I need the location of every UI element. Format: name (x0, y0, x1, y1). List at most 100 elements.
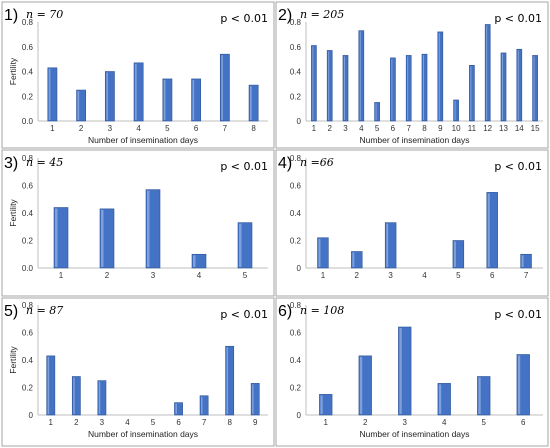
bar-highlight (470, 66, 472, 120)
p-value-label: p < 0.01 (220, 12, 268, 25)
x-tick-label: 5 (165, 124, 170, 133)
bar-highlight (486, 25, 488, 121)
bar-highlight (517, 355, 521, 414)
y-tick-label: 0.2 (22, 237, 34, 246)
y-tick-label: 0.0 (22, 117, 34, 126)
y-tick-label: 0.4 (290, 209, 302, 218)
y-tick-label: 0.8 (290, 18, 302, 27)
bar-highlight (352, 252, 355, 267)
panel-label: 2) (278, 7, 292, 24)
y-tick-label: 0.6 (290, 329, 302, 338)
x-tick-label: 1 (59, 271, 64, 280)
bar-highlight (399, 328, 402, 414)
bar (162, 78, 173, 122)
bar-highlight (501, 53, 503, 120)
bar (104, 71, 115, 122)
x-tick-label: 5 (151, 418, 156, 427)
x-tick-label: 2 (105, 271, 110, 280)
bar-highlight (359, 31, 361, 121)
panel-border (1, 149, 275, 297)
bar (486, 192, 498, 269)
bar (311, 45, 317, 122)
x-tick-label: 6 (176, 418, 181, 427)
p-value-label: p < 0.01 (494, 160, 542, 173)
x-tick-label: 4 (422, 271, 427, 280)
bar (390, 57, 396, 122)
y-tick-label: 0.8 (22, 154, 34, 163)
panel-border (275, 297, 549, 447)
bar (469, 65, 475, 122)
bar-highlight (359, 356, 363, 414)
bar-highlight (239, 223, 242, 267)
bar (47, 67, 58, 122)
y-tick-label: 0.8 (290, 301, 302, 310)
bar-highlight (192, 79, 195, 120)
x-tick-label: 4 (125, 418, 130, 427)
x-tick-label: 6 (490, 271, 495, 280)
bar (351, 251, 363, 269)
x-tick-label: 1 (312, 124, 317, 133)
x-tick-label: 11 (468, 124, 477, 133)
bar (437, 31, 444, 122)
y-tick-label: 0.4 (22, 209, 34, 218)
x-tick-label: 7 (223, 124, 228, 133)
bar-highlight (252, 384, 254, 414)
y-tick-label: 0 (297, 411, 302, 420)
bar-highlight (521, 255, 524, 267)
x-axis-label: Number of insemination days (359, 135, 469, 145)
x-tick-label: 7 (406, 124, 411, 133)
bar (317, 237, 329, 269)
x-tick-label: 4 (136, 124, 141, 133)
y-tick-label: 0.6 (290, 182, 302, 191)
bar-highlight (318, 238, 321, 267)
y-axis-label: Fertility (8, 57, 18, 85)
panel-label: 1) (4, 7, 18, 24)
bar (326, 50, 333, 122)
y-tick-label: 0 (297, 264, 302, 273)
x-tick-label: 8 (251, 124, 256, 133)
p-value-label: p < 0.01 (220, 160, 268, 173)
x-tick-label: 14 (515, 124, 524, 133)
x-tick-label: 3 (388, 271, 393, 280)
bar-highlight (77, 91, 80, 120)
bar-highlight (55, 208, 58, 267)
x-tick-label: 9 (438, 124, 443, 133)
bar (421, 53, 428, 122)
bar (374, 102, 380, 122)
bar (248, 84, 259, 122)
x-tick-label: 3 (151, 271, 156, 280)
x-tick-label: 3 (108, 124, 113, 133)
y-tick-label: 0 (297, 117, 302, 126)
bar (191, 78, 202, 122)
x-tick-label: 6 (194, 124, 199, 133)
x-tick-label: 3 (403, 418, 408, 427)
bar-highlight (328, 51, 330, 120)
x-tick-label: 5 (375, 124, 380, 133)
y-tick-label: 0.6 (22, 329, 34, 338)
x-tick-label: 2 (355, 271, 360, 280)
sample-size-label: 𝑛 = 87 (26, 304, 63, 317)
bar-highlight (438, 32, 440, 120)
bar-highlight (250, 86, 252, 120)
x-tick-label: 2 (363, 418, 368, 427)
y-tick-label: 0.2 (290, 237, 302, 246)
bar-highlight (438, 384, 442, 414)
panel-border (275, 149, 549, 297)
bar (97, 380, 107, 416)
x-tick-label: 5 (456, 271, 461, 280)
x-tick-label: 9 (253, 418, 258, 427)
x-tick-label: 7 (524, 271, 529, 280)
x-tick-label: 2 (327, 124, 332, 133)
bar (532, 55, 538, 122)
x-tick-label: 3 (343, 124, 348, 133)
y-tick-label: 0.8 (290, 154, 302, 163)
bar-highlight (407, 56, 409, 120)
panel-label: 5) (4, 303, 18, 320)
bar-highlight (48, 68, 51, 120)
chart-panel-4: 0 0.2 0.4 0.6 0.8 1 2 3 4 5 6 7 4) 𝑛 =66 p < 0.01 (275, 149, 549, 297)
bar (452, 240, 465, 269)
bar (219, 53, 230, 122)
p-value-label: p < 0.01 (220, 308, 268, 321)
y-axis-label: Fertility (8, 199, 18, 227)
bar-highlight (422, 55, 424, 120)
